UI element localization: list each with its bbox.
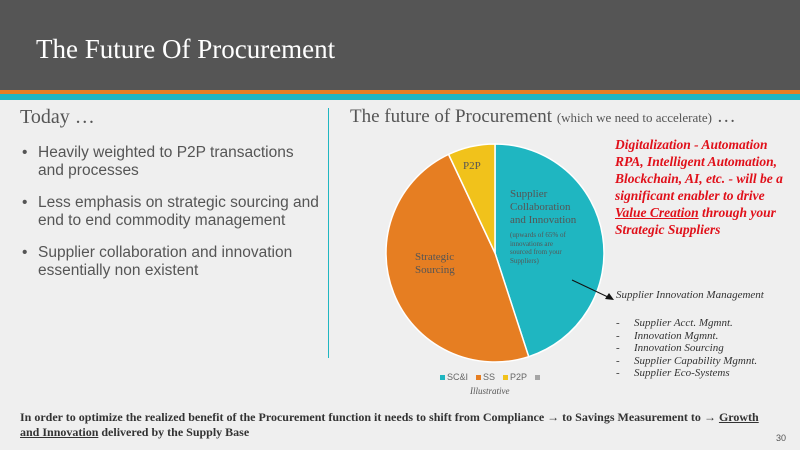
footer-statement: In order to optimize the realized benefi…	[20, 410, 760, 440]
slice-label-line: Sourcing	[415, 264, 455, 276]
list-dash: -	[616, 342, 620, 354]
bullet-dot: •	[22, 194, 28, 211]
slice-label-strategic-sourcing: Strategic Sourcing	[415, 251, 455, 277]
bullet-item: • Supplier collaboration and innovation e…	[20, 244, 320, 280]
legend-label: SS	[483, 372, 496, 382]
bullet-item: • Less emphasis on strategic sourcing and…	[20, 194, 320, 230]
accent-stripe-orange	[0, 90, 800, 94]
legend-swatch	[440, 374, 445, 380]
innovation-list: - Supplier Acct. Mgmnt. - Innovation Mgmnt…	[616, 317, 796, 380]
footer-text: to Savings Measurement to	[559, 410, 704, 424]
chart-caption: Illustrative	[470, 386, 510, 396]
slice-note-line: innovations are	[510, 239, 553, 248]
future-heading-ellipsis: …	[712, 106, 736, 127]
today-heading: Today …	[20, 106, 95, 128]
future-heading: The future of Procurement (which we need…	[350, 106, 736, 128]
legend-item	[535, 374, 542, 380]
list-item: - Supplier Acct. Mgmnt.	[616, 317, 796, 330]
slice-label-supplier-collab-note: (upwards of 65% of innovations are sourc…	[510, 231, 590, 265]
list-item-text: Supplier Eco-Systems	[634, 367, 730, 379]
pie-slice-ss	[385, 153, 530, 363]
legend-item: SS	[476, 372, 495, 382]
right-arrow-icon: →	[547, 410, 560, 424]
bullet-dot: •	[22, 144, 28, 161]
list-item-text: Innovation Sourcing	[634, 342, 724, 354]
note-text: Digitalization - Automation RPA, Intelli…	[615, 137, 783, 203]
pointer-arrow-icon	[571, 279, 614, 300]
list-item: - Supplier Capability Mgmnt.	[616, 355, 796, 368]
note-underlined: Value Creation	[615, 205, 699, 220]
today-bullet-list: • Heavily weighted to P2P transactions an…	[20, 144, 320, 294]
innovation-heading: Supplier Innovation Management	[616, 289, 764, 301]
list-dash: -	[616, 367, 620, 379]
footer-text: delivered by the Supply Base	[98, 425, 250, 439]
chart-legend: SC&I SS P2P	[440, 372, 542, 382]
legend-swatch	[535, 374, 541, 380]
slice-label-line: Strategic	[415, 251, 455, 263]
list-item: - Innovation Mgmnt.	[616, 330, 796, 343]
page-number: 30	[776, 433, 787, 443]
legend-label: SC&I	[447, 372, 469, 382]
legend-item: P2P	[503, 372, 527, 382]
slice-note-line: Suppliers)	[510, 256, 539, 265]
slide-title: The Future Of Procurement	[36, 34, 336, 64]
accent-stripe-teal	[0, 94, 800, 100]
slide-header	[0, 0, 800, 90]
slice-label-supplier-collab: Supplier Collaboration and Innovation	[510, 188, 600, 227]
slice-note-line: sourced from your	[510, 248, 562, 256]
bullet-text: Supplier collaboration and innovation es…	[38, 244, 293, 279]
slice-label-line: Collaboration	[510, 201, 571, 213]
list-dash: -	[616, 329, 620, 342]
list-item: - Innovation Sourcing	[616, 342, 796, 355]
bullet-text: Heavily weighted to P2P transactions and…	[38, 144, 294, 179]
future-heading-sub: (which we need to accelerate)	[556, 110, 712, 125]
list-item-text: Supplier Capability Mgmnt.	[634, 354, 758, 367]
slice-label-line: Supplier	[510, 188, 548, 200]
list-item-text: Supplier Acct. Mgmnt.	[634, 317, 733, 329]
footer-text: In order to optimize the realized benefi…	[20, 410, 548, 424]
slice-label-p2p: P2P	[463, 160, 481, 172]
bullet-text: Less emphasis on strategic sourcing and …	[38, 194, 319, 229]
bullet-dot: •	[22, 244, 28, 261]
pie-slice-p2p	[447, 143, 496, 254]
pie-slice-sc-i	[494, 143, 605, 358]
column-divider	[328, 108, 329, 358]
list-item: - Supplier Eco-Systems	[616, 367, 796, 380]
footer-underlined: Growth and Innovation	[20, 410, 759, 439]
note-text: through your Strategic Suppliers	[615, 205, 776, 237]
future-heading-main: The future of Procurement	[350, 106, 553, 127]
list-dash: -	[616, 354, 620, 367]
legend-swatch	[503, 374, 509, 380]
legend-item: SC&I	[440, 372, 468, 382]
list-item-text: Innovation Mgmnt.	[634, 329, 719, 342]
bullet-item: • Heavily weighted to P2P transactions an…	[20, 144, 320, 180]
pie-chart	[385, 143, 605, 363]
slice-label-line: and Innovation	[510, 214, 577, 226]
legend-swatch	[476, 374, 482, 380]
digitalization-note: Digitalization - Automation RPA, Intelli…	[615, 136, 795, 238]
slice-note-line: (upwards of 65% of	[510, 231, 566, 239]
right-arrow-icon: →	[703, 410, 716, 424]
list-dash: -	[616, 317, 620, 329]
legend-label: P2P	[510, 372, 528, 382]
